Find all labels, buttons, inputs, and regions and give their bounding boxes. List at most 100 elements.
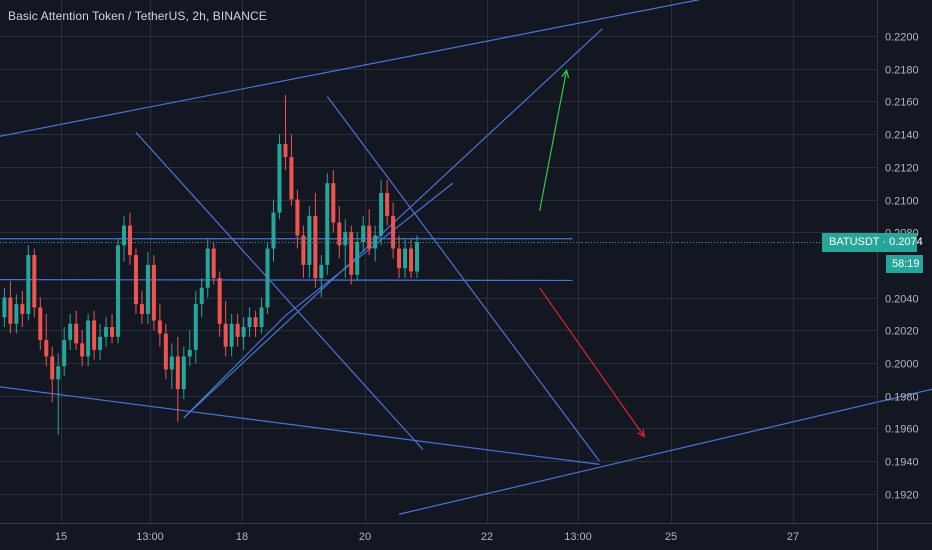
price-tick-label: 0.2000	[885, 359, 919, 371]
candle-body	[56, 366, 61, 380]
candle-body	[337, 222, 342, 246]
candle-body	[86, 320, 91, 357]
candle-down	[367, 209, 372, 256]
candle-down	[157, 304, 162, 347]
arrow-up-head	[561, 68, 570, 79]
time-tick-label: 20	[359, 531, 371, 543]
candle-body	[133, 255, 138, 305]
candle-up	[271, 199, 276, 262]
candle-body	[193, 304, 198, 350]
chart-drawings[interactable]	[0, 0, 932, 515]
candle-body	[235, 323, 240, 337]
time-tick-label: 13:00	[136, 531, 164, 543]
candle-up	[122, 215, 126, 262]
candle-body	[307, 215, 312, 265]
candle-up	[68, 313, 73, 350]
price-tick-label: 0.1960	[885, 424, 919, 436]
candle-body	[2, 297, 7, 318]
candle-up	[169, 343, 174, 390]
time-tick-label: 22	[481, 531, 493, 543]
candle-body	[116, 245, 121, 337]
support-line[interactable]	[0, 279, 573, 282]
candle-down	[211, 242, 216, 285]
candle-body	[385, 192, 390, 216]
candle-body	[38, 307, 43, 341]
candle-up	[265, 242, 270, 314]
candle-down	[38, 297, 43, 350]
candle-down	[92, 310, 97, 360]
candle-body	[68, 323, 73, 341]
candle-body	[151, 264, 156, 321]
candle-body	[259, 307, 264, 328]
candle-body	[127, 225, 132, 256]
chart-arrows	[539, 68, 646, 438]
candle-up	[259, 297, 264, 334]
time-axis[interactable]: 15 13:00 18 20 22 13:00 25 27	[55, 531, 799, 543]
candle-body	[355, 242, 360, 275]
candle-down	[391, 202, 396, 259]
candle-down	[163, 323, 168, 380]
candle-body	[50, 356, 55, 380]
candle-up	[355, 232, 360, 282]
right-rising-line[interactable]	[398, 303, 932, 515]
candle-body	[277, 143, 282, 213]
candle-body	[415, 242, 420, 272]
candle-down	[337, 206, 342, 259]
candle-body	[169, 356, 174, 370]
candle-down	[283, 94, 288, 171]
price-tick-label: 0.2140	[885, 130, 919, 142]
falling-diagonal-line-2[interactable]	[326, 96, 600, 462]
price-tick-label: 0.1920	[885, 490, 919, 502]
candle-body	[62, 340, 67, 367]
wedge-diagonal-line-1[interactable]	[183, 315, 286, 419]
candle-up	[205, 238, 210, 298]
upper-channel-line[interactable]	[0, 0, 752, 137]
candle-body	[379, 192, 384, 236]
candle-body	[265, 248, 270, 308]
price-tick-label: 0.2180	[885, 65, 919, 77]
candle-down	[74, 310, 79, 350]
candle-body	[139, 304, 144, 314]
candle-body	[157, 320, 162, 334]
candle-body	[397, 248, 402, 269]
candle-body	[319, 264, 324, 278]
candle-up	[379, 179, 384, 246]
price-tick-label: 0.1980	[885, 392, 919, 404]
candle-body	[403, 248, 408, 269]
arrow-down	[539, 287, 646, 438]
candle-body	[175, 356, 180, 390]
candle-down	[20, 291, 25, 328]
candle-down	[133, 248, 138, 314]
price-tick-label: 0.2040	[885, 294, 919, 306]
chart-title: Basic Attention Token / TetherUS, 2h, BI…	[8, 9, 267, 23]
candle-down	[313, 192, 318, 288]
candle-down	[253, 310, 258, 337]
time-tick-label: 15	[55, 531, 67, 543]
candle-up	[181, 346, 186, 399]
candle-down	[235, 313, 240, 347]
time-tick-label: 13:00	[564, 531, 592, 543]
candle-body	[325, 183, 330, 265]
candle-down	[44, 313, 49, 367]
candle-up	[145, 251, 150, 324]
candle-up	[98, 323, 103, 360]
candle-body	[32, 255, 37, 308]
candle-body	[92, 320, 97, 350]
price-tick-label: 0.2020	[885, 326, 919, 338]
candle-body	[331, 183, 336, 223]
candle-down	[8, 281, 13, 334]
candle-body	[104, 327, 109, 337]
candle-body	[44, 340, 49, 357]
candle-up	[187, 330, 192, 367]
lower-channel-line[interactable]	[0, 386, 600, 465]
candle-body	[349, 232, 354, 275]
candle-up	[343, 219, 348, 278]
candle-down	[331, 170, 336, 233]
candle-body	[223, 323, 228, 347]
candle-down	[175, 336, 180, 422]
candle-body	[26, 255, 31, 314]
falling-diagonal-line-1[interactable]	[135, 132, 424, 451]
candle-body	[163, 333, 168, 370]
